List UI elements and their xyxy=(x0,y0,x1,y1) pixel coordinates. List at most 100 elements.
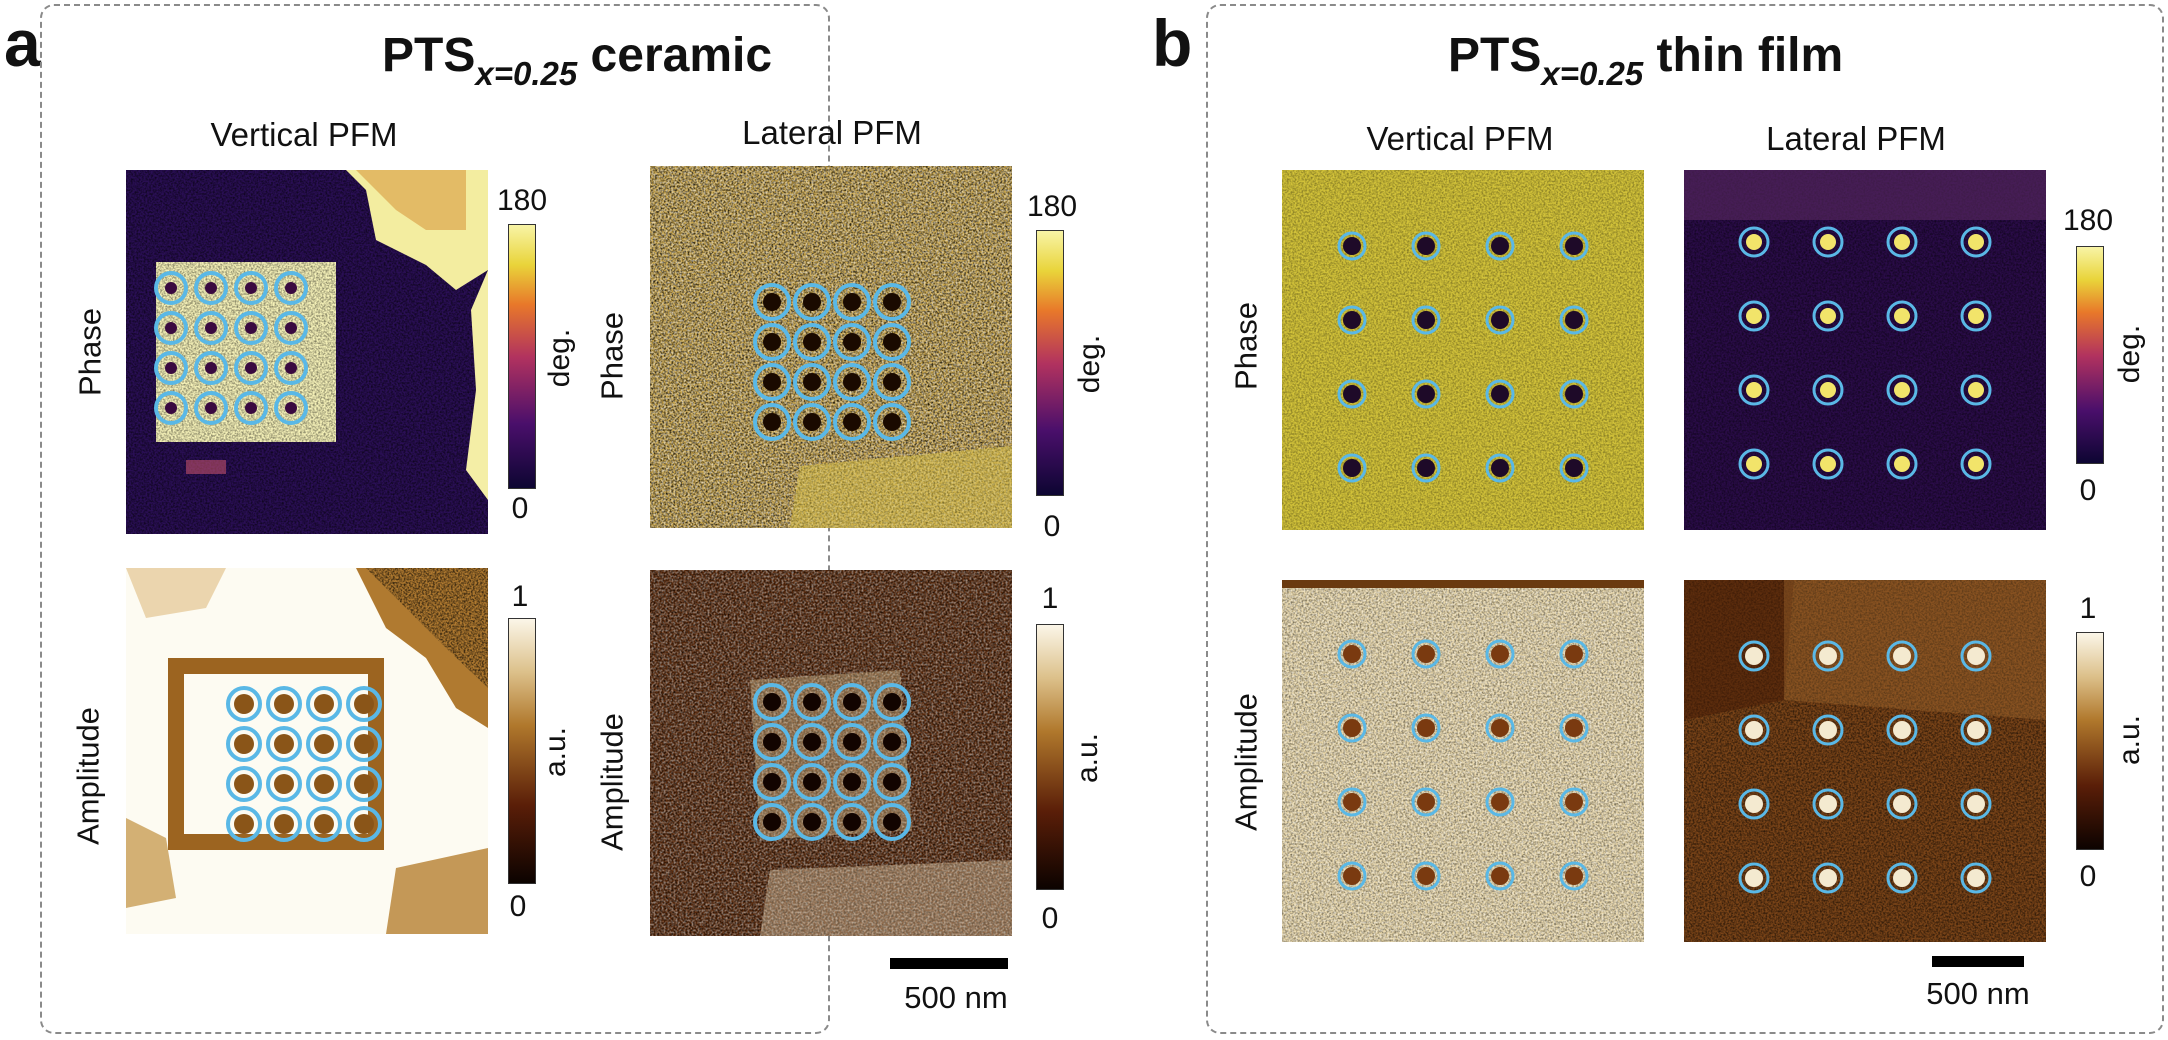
switched-domain-dot xyxy=(1343,311,1361,329)
poling-circle xyxy=(793,763,831,801)
switched-domain-dot xyxy=(285,322,297,334)
poling-circle xyxy=(154,311,188,345)
poling-circle xyxy=(1485,305,1515,335)
switched-domain-dot xyxy=(1967,795,1985,813)
poling-circle xyxy=(873,323,911,361)
poling-circle xyxy=(793,323,831,361)
switched-domain-dot xyxy=(1565,793,1583,811)
switched-domain-dot xyxy=(234,774,254,794)
poling-circle xyxy=(1337,305,1367,335)
poling-circle xyxy=(226,766,262,802)
panel-a-lateral-amplitude-cbar-min: 0 xyxy=(1041,902,1059,935)
poling-circle xyxy=(234,391,268,425)
panel-a-col-label-vertical: Vertical PFM xyxy=(210,116,398,153)
poling-circle xyxy=(266,806,302,842)
switched-domain-dot xyxy=(763,813,781,831)
switched-domain-dot xyxy=(843,773,861,791)
switched-domain-dot xyxy=(1491,719,1509,737)
poling-circle xyxy=(833,723,871,761)
panel-b-col-label-lateral: Lateral PFM xyxy=(1766,120,1946,157)
switched-domain-dot xyxy=(883,773,901,791)
poling-circle xyxy=(1559,861,1589,891)
panel-a-vertical-amplitude-circles xyxy=(226,686,382,842)
panel-a-title: PTSx=0.25 ceramic xyxy=(382,29,773,92)
panel-a-phase-cbar-max: 180 xyxy=(496,184,548,217)
switched-domain-dot xyxy=(1417,867,1435,885)
switched-domain-dot xyxy=(803,693,821,711)
switched-domain-dot xyxy=(1565,459,1583,477)
panel-a-row-label-amplitude: Amplitude xyxy=(70,707,106,845)
panel-b-amplitude-cbar-min: 0 xyxy=(2079,860,2097,893)
poling-circle xyxy=(346,806,382,842)
panel-a-phase-cbar-unit: deg. xyxy=(543,328,576,388)
poling-circle xyxy=(1812,714,1844,746)
poling-circle xyxy=(1485,231,1515,261)
switched-domain-dot xyxy=(843,293,861,311)
poling-circle xyxy=(1960,300,1992,332)
poling-circle xyxy=(226,726,262,762)
poling-circle xyxy=(1738,640,1770,672)
poling-circle xyxy=(1559,713,1589,743)
poling-circle xyxy=(1738,788,1770,820)
panel-b-lateral-amplitude-map xyxy=(1684,580,2046,942)
switched-domain-dot xyxy=(843,333,861,351)
switched-domain-dot xyxy=(1893,869,1911,887)
switched-domain-dot xyxy=(1819,869,1837,887)
panel-b-lateral-phase-circles xyxy=(1738,226,1992,480)
switched-domain-dot xyxy=(245,402,257,414)
switched-domain-dot xyxy=(1968,456,1984,472)
switched-domain-dot xyxy=(763,773,781,791)
switched-domain-dot xyxy=(883,813,901,831)
poling-circle xyxy=(346,686,382,722)
panel-b-vertical-amplitude-map xyxy=(1282,580,1644,942)
panel-b-letter: b xyxy=(1152,6,1193,80)
poling-circle xyxy=(1559,231,1589,261)
switched-domain-dot xyxy=(245,362,257,374)
switched-domain-dot xyxy=(803,333,821,351)
poling-circle xyxy=(306,806,342,842)
poling-circle xyxy=(154,351,188,385)
poling-circle xyxy=(346,726,382,762)
panel-a-vertical-phase-circles xyxy=(154,271,308,425)
panel-a-scale-bar-label: 500 nm xyxy=(904,980,1008,1015)
switched-domain-dot xyxy=(763,413,781,431)
poling-circle xyxy=(274,351,308,385)
panel-b-title: PTSx=0.25 thin film xyxy=(1448,29,1844,92)
panel-b-vertical-phase-circles xyxy=(1337,231,1589,483)
panel-a-amplitude-colorbar xyxy=(508,618,536,884)
poling-circle xyxy=(1812,640,1844,672)
poling-circle xyxy=(226,686,262,722)
switched-domain-dot xyxy=(1491,793,1509,811)
poling-circle xyxy=(1337,639,1367,669)
switched-domain-dot xyxy=(1745,647,1763,665)
poling-circle xyxy=(1738,862,1770,894)
poling-circle xyxy=(833,683,871,721)
poling-circle xyxy=(1960,226,1992,258)
poling-circle xyxy=(1960,374,1992,406)
switched-domain-dot xyxy=(1819,795,1837,813)
poling-circle xyxy=(1960,714,1992,746)
poling-circle xyxy=(753,723,791,761)
switched-domain-dot xyxy=(285,362,297,374)
switched-domain-dot xyxy=(1894,234,1910,250)
poling-circle xyxy=(793,403,831,441)
switched-domain-dot xyxy=(1820,234,1836,250)
switched-domain-dot xyxy=(314,814,334,834)
switched-domain-dot xyxy=(1820,456,1836,472)
switched-domain-dot xyxy=(1820,382,1836,398)
switched-domain-dot xyxy=(1967,869,1985,887)
switched-domain-dot xyxy=(205,362,217,374)
panel-a-phase-cbar-min: 0 xyxy=(511,492,529,525)
poling-circle xyxy=(1960,788,1992,820)
poling-circle xyxy=(1738,448,1770,480)
switched-domain-dot xyxy=(843,733,861,751)
panel-a-scale-bar xyxy=(890,958,1008,969)
poling-circle xyxy=(833,803,871,841)
panel-a-lateral-phase-cbar-min: 0 xyxy=(1043,510,1061,543)
poling-circle xyxy=(1337,379,1367,409)
poling-circle xyxy=(1411,305,1441,335)
switched-domain-dot xyxy=(883,413,901,431)
switched-domain-dot xyxy=(1491,867,1509,885)
switched-domain-dot xyxy=(1893,795,1911,813)
poling-circle xyxy=(234,311,268,345)
